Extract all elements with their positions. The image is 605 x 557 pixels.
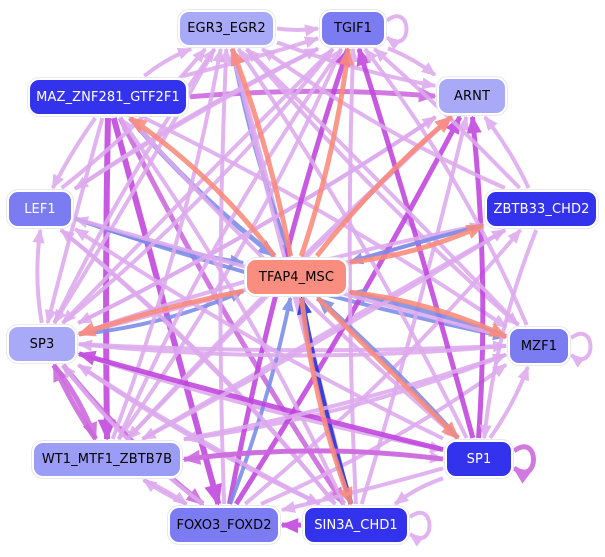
edge — [236, 47, 469, 439]
node-lef1[interactable]: LEF1 — [7, 190, 73, 228]
edge — [182, 448, 444, 465]
edge — [117, 48, 344, 441]
node-label: TFAP4_MSC — [258, 269, 335, 285]
node-label: TGIF1 — [333, 21, 373, 36]
node-label: FOXO3_FOXD2 — [176, 517, 272, 533]
edge — [77, 350, 444, 452]
node-label: ZBTB33_CHD2 — [493, 201, 590, 217]
edge — [315, 296, 460, 440]
edge — [50, 116, 97, 190]
edge — [52, 48, 217, 325]
edge — [143, 47, 193, 78]
edge — [408, 510, 432, 547]
edge — [183, 352, 508, 442]
node-tfap4-msc[interactable]: TFAP4_MSC — [245, 258, 348, 296]
edge — [142, 478, 188, 506]
edge — [143, 116, 508, 329]
edge — [52, 47, 217, 324]
edge — [229, 47, 294, 257]
node-label: LEF1 — [24, 201, 56, 217]
edge — [276, 40, 437, 90]
node-label: ARNT — [454, 88, 490, 104]
node-sp3[interactable]: SP3 — [7, 325, 77, 363]
edge — [59, 228, 337, 506]
edge — [261, 47, 506, 190]
node-wt1-mtf1-zbtb7b[interactable]: WT1_MTF1_ZBTB7B — [32, 441, 182, 478]
edge — [61, 47, 335, 325]
edge — [218, 47, 232, 505]
edge — [346, 47, 359, 505]
edge — [393, 476, 444, 506]
node-label: SIN3A_CHD1 — [314, 517, 398, 533]
edge — [363, 47, 529, 326]
edge — [128, 115, 277, 258]
edge — [243, 228, 522, 506]
edge — [32, 228, 45, 324]
node-tgif1[interactable]: TGIF1 — [320, 10, 386, 47]
node-label: WT1_MTF1_ZBTB7B — [41, 452, 173, 467]
edge — [385, 14, 409, 51]
edge — [61, 47, 335, 325]
edge — [387, 46, 437, 77]
node-maz-znf281-gtf2f1[interactable]: MAZ_ZNF281_GTF2F1 — [28, 78, 188, 116]
node-sin3a-chd1[interactable]: SIN3A_CHD1 — [303, 506, 409, 544]
node-egr3-egr2[interactable]: EGR3_EGR2 — [178, 10, 275, 47]
edge — [299, 297, 354, 506]
edge — [51, 363, 98, 441]
edge — [349, 222, 485, 265]
node-mzf1[interactable]: MZF1 — [508, 327, 570, 365]
edge — [182, 352, 507, 443]
node-zbtb33-chd2[interactable]: ZBTB33_CHD2 — [485, 190, 598, 228]
edge — [298, 47, 354, 257]
node-sp1[interactable]: SP1 — [445, 440, 513, 478]
edge — [77, 288, 244, 337]
edge — [245, 47, 520, 327]
edge — [245, 47, 520, 327]
edge — [280, 466, 444, 513]
edge — [73, 227, 444, 441]
edge — [466, 115, 486, 439]
node-label: MZF1 — [520, 338, 558, 354]
edge — [512, 444, 536, 484]
node-label: SP1 — [466, 451, 492, 467]
node-label: MAZ_ZNF281_GTF2F1 — [36, 89, 180, 105]
edge — [276, 24, 320, 37]
node-label: EGR3_EGR2 — [187, 21, 266, 36]
edge — [483, 115, 531, 189]
node-label: SP3 — [29, 336, 55, 352]
node-arnt[interactable]: ARNT — [437, 77, 507, 115]
edge — [349, 289, 508, 339]
edge — [314, 115, 454, 258]
edge — [61, 363, 205, 506]
edge — [141, 228, 507, 441]
edge — [488, 365, 530, 440]
edge — [569, 331, 593, 368]
node-foxo3-foxd2[interactable]: FOXO3_FOXD2 — [168, 506, 280, 544]
